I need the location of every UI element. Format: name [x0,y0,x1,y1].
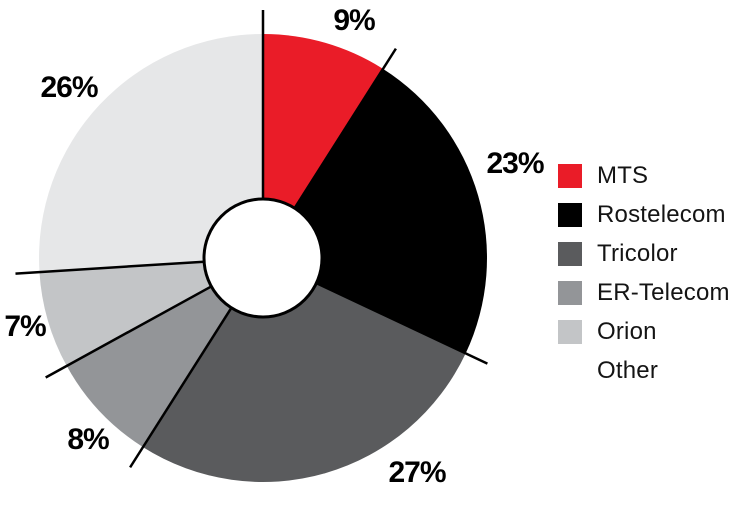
slice-percent-label-rostelecom: 23% [486,147,544,180]
legend-item-mts: MTS [558,162,730,189]
pie-slice-tricolor [142,258,466,483]
legend-item-er-telecom: ER-Telecom [558,279,730,306]
pie-slice-mts [263,34,384,258]
legend-swatch [558,164,582,188]
legend-swatch [558,320,582,344]
slice-percent-label-tricolor: 27% [388,456,446,489]
legend-swatch [558,359,582,383]
slice-boundary-line [315,281,488,365]
legend-item-other: Other [558,357,730,384]
legend-label: MTS [597,162,649,189]
legend-swatch [558,203,582,227]
slice-boundary-line [45,285,212,379]
slice-percent-label-mts: 9% [333,4,375,37]
legend-label: Tricolor [597,240,678,267]
slice-boundary-line [15,260,205,275]
slice-percent-label-other: 26% [40,71,98,104]
slice-percent-label-er-telecom: 8% [67,423,109,456]
legend-label: Orion [597,318,657,345]
pie-slice-orion [39,258,263,366]
slice-boundary-line [293,47,397,209]
slice-percent-label-orion: 7% [4,310,46,343]
legend-item-rostelecom: Rostelecom [558,201,730,228]
legend-label: Rostelecom [597,201,726,228]
legend-item-orion: Orion [558,318,730,345]
pie-slice-rostelecom [263,68,487,354]
chart-legend: MTS Rostelecom Tricolor ER-Telecom Orion Othe… [558,162,730,398]
legend-label: ER-Telecom [597,279,730,306]
legend-item-tricolor: Tricolor [558,240,730,267]
pie-slice-er-telecom [66,258,264,448]
pie-slice-other [38,34,263,273]
legend-swatch [558,281,582,305]
legend-label: Other [597,357,659,384]
legend-swatch [558,242,582,266]
slice-boundary-line [129,307,233,469]
donut-hole [202,197,324,319]
